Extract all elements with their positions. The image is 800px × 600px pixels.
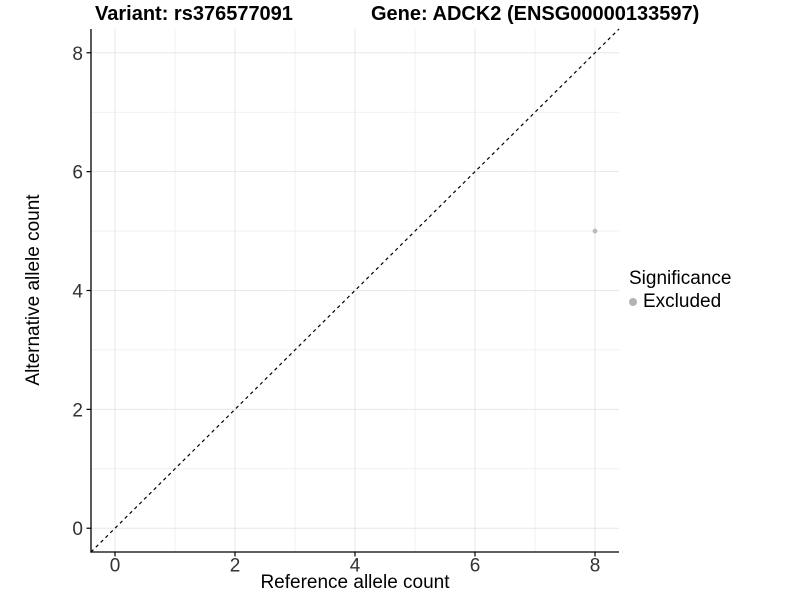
- legend-item-excluded: Excluded: [629, 291, 731, 313]
- identity-reference-line: [90, 28, 620, 553]
- x-axis-title: Reference allele count: [260, 572, 450, 593]
- x-tick-label: 2: [230, 556, 241, 577]
- legend: Significance Excluded: [629, 267, 731, 313]
- y-tick-label: 2: [72, 400, 83, 421]
- data-point: [592, 228, 598, 234]
- gene-title: Gene: ADCK2 (ENSG00000133597): [371, 3, 700, 25]
- y-tick-label: 4: [72, 282, 83, 303]
- y-axis-title: Alternative allele count: [23, 194, 44, 386]
- y-tick-label: 0: [72, 519, 83, 540]
- x-tick-label: 8: [590, 556, 601, 577]
- x-tick-label: 4: [350, 556, 361, 577]
- x-tick-label: 6: [470, 556, 481, 577]
- legend-title: Significance: [629, 268, 732, 289]
- legend-item-label: Excluded: [643, 291, 722, 312]
- y-tick-label: 8: [72, 44, 83, 65]
- legend-point-icon: [629, 298, 637, 306]
- y-tick-label: 6: [72, 163, 83, 184]
- x-tick-label: 0: [110, 556, 121, 577]
- variant-title: Variant: rs376577091: [95, 3, 293, 25]
